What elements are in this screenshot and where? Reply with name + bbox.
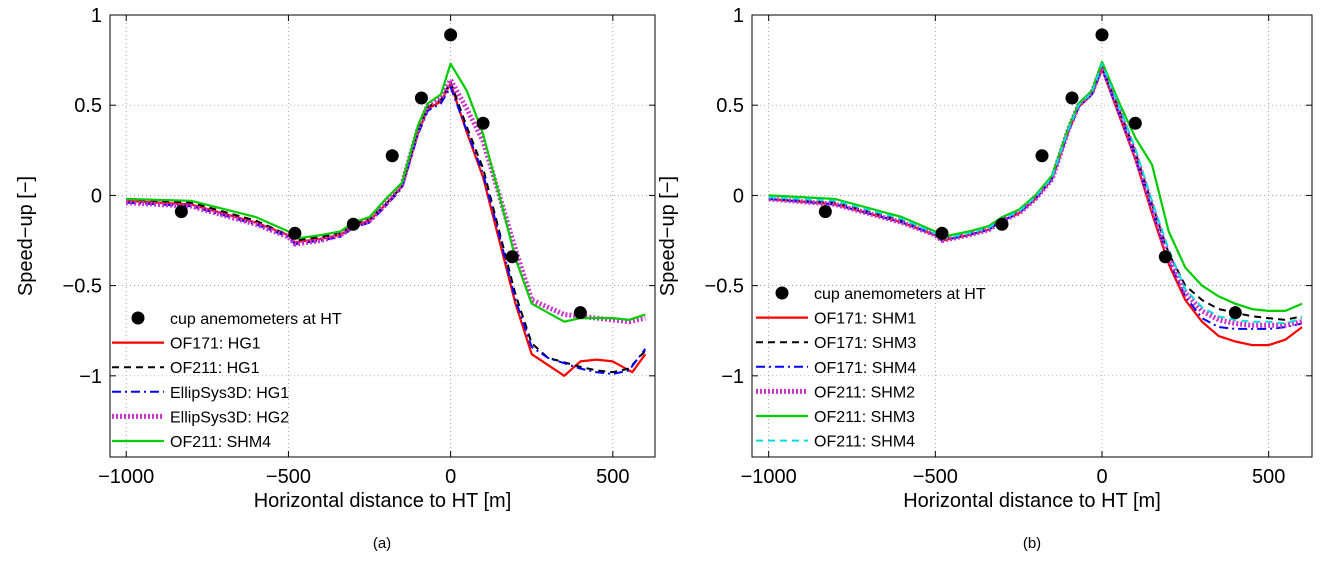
measurement-point [477, 117, 490, 130]
x-tick-label: −1000 [98, 466, 154, 488]
legend-label: OF211: SHM2 [814, 384, 915, 401]
measurement-point [347, 218, 360, 231]
measurement-point [386, 149, 399, 162]
y-tick-label: 0 [91, 185, 102, 207]
x-tick-label: 0 [1096, 466, 1107, 488]
y-tick-label: 1 [733, 5, 744, 27]
panel-b: −1000 −500 0 500 1 0.5 0 −0.5 −1 Horizontal dista… [657, 5, 1312, 552]
measurement-point [1129, 117, 1142, 130]
panel-caption: (a) [373, 535, 391, 552]
legend-marker [132, 312, 145, 325]
y-tick-label: 0.5 [716, 95, 744, 117]
y-axis-label: Speed−up [−] [15, 176, 37, 296]
x-tick-label: 500 [596, 466, 629, 488]
x-tick-label: −500 [266, 466, 311, 488]
legend-label: OF171: HG1 [170, 336, 261, 353]
y-tick-label: −0.5 [63, 276, 102, 298]
x-tick-label: −1000 [741, 466, 797, 488]
y-tick-label: 0 [733, 185, 744, 207]
legend-label: EllipSys3D: HG2 [170, 409, 289, 426]
x-tick-label: 0 [445, 466, 456, 488]
legend-label: cup anemometers at HT [814, 286, 986, 303]
legend-label: OF211: SHM3 [814, 409, 915, 426]
measurement-point [415, 91, 428, 104]
legend-label: OF211: HG1 [170, 360, 260, 377]
measurement-point [936, 227, 949, 240]
legend-label: OF171: SHM3 [814, 335, 916, 352]
measurement-point [1159, 250, 1172, 263]
measurement-point [1096, 28, 1109, 41]
legend-marker [776, 287, 789, 300]
measurement-point [1036, 149, 1049, 162]
y-tick-label: 1 [91, 5, 102, 27]
y-tick-label: −1 [721, 366, 744, 388]
panel-a: −1000 −500 0 500 1 0.5 0 −0.5 −1 Horizontal dista… [15, 5, 655, 552]
legend-label: OF211: SHM4 [170, 434, 271, 451]
x-axis-label: Horizontal distance to HT [m] [903, 490, 1161, 512]
x-tick-label: −500 [913, 466, 958, 488]
measurement-point [1066, 91, 1079, 104]
measurement-point [574, 306, 587, 319]
legend-label: OF171: SHM4 [814, 360, 916, 377]
y-tick-label: −0.5 [705, 276, 744, 298]
legend-label: OF211: SHM4 [814, 434, 915, 451]
x-axis-label: Horizontal distance to HT [m] [254, 490, 512, 512]
measurement-point [444, 28, 457, 41]
y-axis-label: Speed−up [−] [657, 176, 679, 296]
legend-label: EllipSys3D: HG1 [170, 385, 289, 402]
legend-label: cup anemometers at HT [170, 311, 342, 328]
x-tick-label: 500 [1252, 466, 1285, 488]
measurement-point [288, 227, 301, 240]
y-tick-label: 0.5 [74, 95, 102, 117]
y-tick-label: −1 [79, 366, 102, 388]
measurement-point [1229, 306, 1242, 319]
panel-caption: (b) [1023, 535, 1041, 552]
legend-label: OF171: SHM1 [814, 311, 916, 328]
measurement-point [996, 218, 1009, 231]
measurement-point [175, 205, 188, 218]
measurement-point [506, 250, 519, 263]
measurement-point [819, 205, 832, 218]
